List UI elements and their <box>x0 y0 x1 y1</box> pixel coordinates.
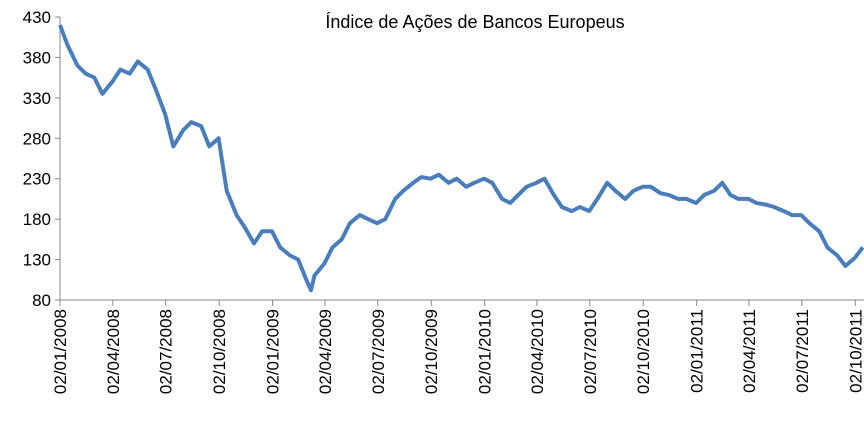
x-tick-label: 02/07/2009 <box>369 309 388 394</box>
chart-title: Índice de Ações de Bancos Europeus <box>325 12 624 32</box>
y-tick-label: 380 <box>23 48 51 67</box>
y-tick-label: 430 <box>23 8 51 27</box>
x-tick-label: 02/07/2008 <box>157 309 176 394</box>
y-tick-label: 180 <box>23 210 51 229</box>
x-tick-label: 02/01/2010 <box>476 309 495 394</box>
x-tick-label: 02/04/2010 <box>528 309 547 394</box>
line-series <box>58 24 864 293</box>
y-tick-label: 330 <box>23 89 51 108</box>
x-tick-label: 02/07/2011 <box>793 309 812 393</box>
y-tick-label: 80 <box>32 291 51 310</box>
x-tick-label: 02/01/2011 <box>688 309 707 393</box>
x-tick-label: 02/04/2009 <box>316 309 335 394</box>
x-tick-label: 02/01/2008 <box>51 309 70 394</box>
x-tick-label: 02/10/2011 <box>846 309 864 393</box>
x-tick-label: 02/10/2009 <box>422 309 441 394</box>
y-tick-label: 230 <box>23 170 51 189</box>
x-tick-label: 02/10/2008 <box>210 309 229 394</box>
x-tick-label: 02/07/2010 <box>581 309 600 394</box>
y-tick-label: 130 <box>23 251 51 270</box>
y-tick-label: 280 <box>23 129 51 148</box>
x-tick-label: 02/10/2010 <box>634 309 653 394</box>
x-tick-label: 02/04/2008 <box>104 309 123 394</box>
x-tick-label: 02/01/2009 <box>264 309 283 394</box>
x-tick-label: 02/04/2011 <box>740 309 759 393</box>
